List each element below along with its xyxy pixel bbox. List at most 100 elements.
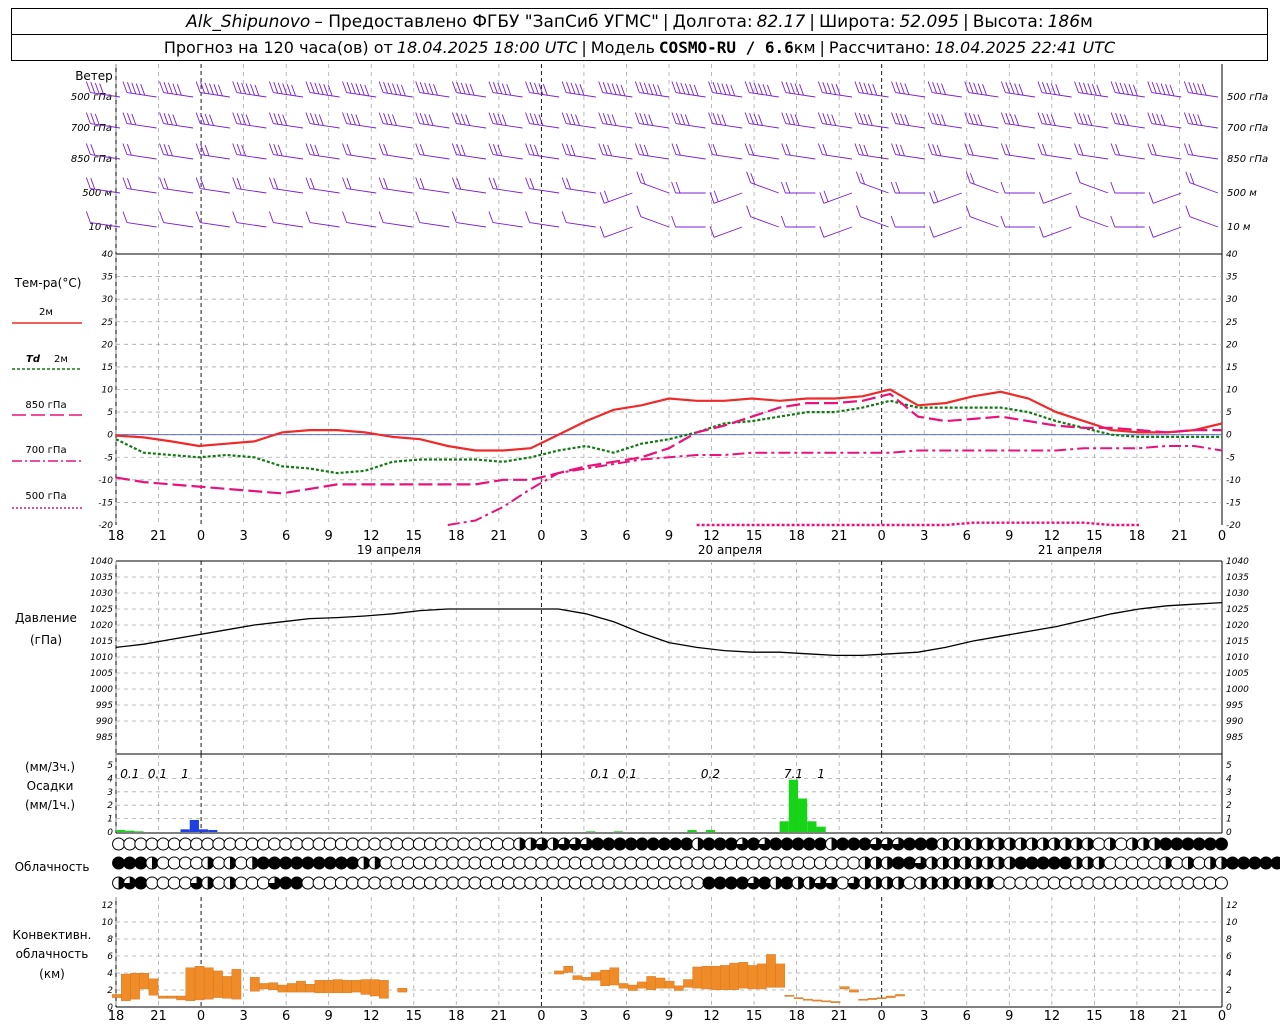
wind-barb-flag bbox=[1005, 82, 1011, 94]
time-tick-label: 9 bbox=[1005, 1009, 1013, 1024]
wind-barb-flag bbox=[1000, 143, 1006, 155]
cloud-symbol bbox=[245, 837, 259, 851]
wind-barb-flag bbox=[460, 113, 466, 126]
cloud-symbol-fill bbox=[1210, 857, 1217, 869]
wind-barb-flag bbox=[709, 192, 715, 204]
wind-barb bbox=[675, 123, 706, 129]
cloud-symbol bbox=[591, 856, 605, 870]
cloud-symbol bbox=[1092, 876, 1106, 890]
cloud-symbol bbox=[334, 837, 348, 851]
cloud-symbol-fill bbox=[229, 857, 236, 869]
wind-barb bbox=[1005, 154, 1036, 160]
separator: | bbox=[962, 11, 969, 32]
cloud-symbol bbox=[735, 876, 749, 890]
wind-barb-flag bbox=[415, 177, 421, 189]
precip-bar bbox=[807, 821, 817, 832]
cloud-symbol bbox=[1103, 856, 1117, 870]
cloud-symbol-fill bbox=[1132, 838, 1139, 850]
wind-barb-flag bbox=[753, 82, 759, 95]
wind-barb bbox=[492, 188, 523, 194]
wind-barb-flag bbox=[469, 84, 475, 96]
wind-barb-flag bbox=[758, 83, 763, 95]
wind-barb-flag bbox=[163, 113, 169, 125]
cloud-symbol-fill bbox=[898, 877, 905, 889]
wind-barb-flag bbox=[529, 113, 535, 125]
cloud-symbol bbox=[379, 837, 393, 851]
wind-barb-flag bbox=[378, 211, 384, 223]
wind-barb bbox=[566, 188, 596, 194]
convective-bar bbox=[637, 981, 647, 989]
wind-barb-flag bbox=[749, 113, 755, 125]
wind-barb-flag bbox=[538, 114, 544, 126]
wind-barb bbox=[383, 154, 413, 160]
time-tick-label: 21 bbox=[150, 529, 167, 544]
wind-barb-flag bbox=[965, 205, 971, 217]
cloud-symbol bbox=[513, 856, 527, 870]
wind-barb bbox=[163, 123, 194, 129]
wind-barb-flag bbox=[749, 82, 755, 94]
wind-barb-flag bbox=[1009, 82, 1015, 95]
wind-barb-flag bbox=[323, 84, 329, 96]
temperature-ytick-left: 20 bbox=[102, 340, 114, 350]
cloud-symbol bbox=[457, 837, 471, 851]
cloud-symbol-fill bbox=[1009, 857, 1016, 869]
cloud-symbol bbox=[1214, 876, 1228, 890]
precip-bar bbox=[208, 829, 218, 832]
wind-barb-flag bbox=[746, 205, 752, 217]
cloud-symbol-fill bbox=[1087, 838, 1094, 850]
cloud-symbol bbox=[691, 876, 705, 890]
wind-barb-flag bbox=[634, 143, 640, 155]
cloud-symbol bbox=[368, 837, 382, 851]
wind-barb-flag bbox=[891, 143, 896, 155]
wind-barb-flag bbox=[200, 113, 206, 125]
wind-barb-flag bbox=[863, 113, 869, 126]
wind-barb bbox=[1043, 226, 1072, 238]
wind-barb-flag bbox=[1014, 83, 1020, 95]
precip-panel-title: Осадки bbox=[27, 779, 74, 793]
wind-barb bbox=[932, 92, 962, 98]
cloud-symbol bbox=[847, 837, 861, 851]
cloud-symbol bbox=[334, 856, 348, 870]
cloud-symbol-fill bbox=[976, 838, 983, 850]
wind-barb bbox=[602, 92, 633, 98]
convective-bar bbox=[876, 997, 887, 999]
wind-barb-flag bbox=[195, 81, 201, 93]
cloud-symbol bbox=[1203, 837, 1217, 851]
pressure-ytick-right: 1025 bbox=[1226, 605, 1249, 615]
cloud-symbol bbox=[190, 856, 204, 870]
wind-barb-flag bbox=[204, 144, 210, 157]
wind-barb-flag bbox=[968, 82, 974, 94]
cloud-symbol bbox=[301, 856, 315, 870]
wind-barb bbox=[126, 154, 157, 160]
wind-barb-flag bbox=[1110, 181, 1116, 194]
cloud-symbol bbox=[680, 876, 694, 890]
cloud-symbol-fill bbox=[965, 877, 972, 889]
cloud-symbol bbox=[256, 876, 270, 890]
wind-barb-flag bbox=[529, 178, 535, 190]
wind-barb-flag bbox=[973, 82, 979, 95]
wind-barb-flag bbox=[712, 82, 718, 94]
wind-barb-flag bbox=[932, 82, 938, 94]
cloud-symbol-fill bbox=[151, 857, 158, 869]
wind-barb bbox=[1041, 92, 1072, 98]
cloud-symbol bbox=[1025, 856, 1039, 870]
cloud-symbol bbox=[379, 856, 393, 870]
cloud-symbol-fill bbox=[1065, 838, 1072, 850]
wind-barb-flag bbox=[415, 81, 421, 93]
time-tick-label: 15 bbox=[746, 1009, 763, 1024]
wind-barb-flag bbox=[855, 205, 861, 217]
wind-barb-flag bbox=[639, 144, 645, 156]
wind-barb-flag bbox=[1115, 82, 1121, 94]
cloud-symbol bbox=[1148, 856, 1162, 870]
wind-barb-flag bbox=[327, 84, 333, 97]
wind-barb-flag bbox=[566, 82, 572, 94]
temperature-ytick-right: -20 bbox=[1226, 521, 1241, 531]
cloud-symbol bbox=[836, 856, 850, 870]
wind-barb-flag bbox=[1075, 171, 1081, 183]
cloud-symbol-fill bbox=[553, 838, 560, 850]
cloud-symbol-fill bbox=[530, 838, 537, 850]
wind-barb-flag bbox=[1169, 84, 1175, 97]
wind-barb-flag bbox=[159, 112, 164, 124]
cloud-symbol bbox=[256, 837, 270, 851]
time-tick-label: 21 bbox=[150, 1009, 167, 1024]
